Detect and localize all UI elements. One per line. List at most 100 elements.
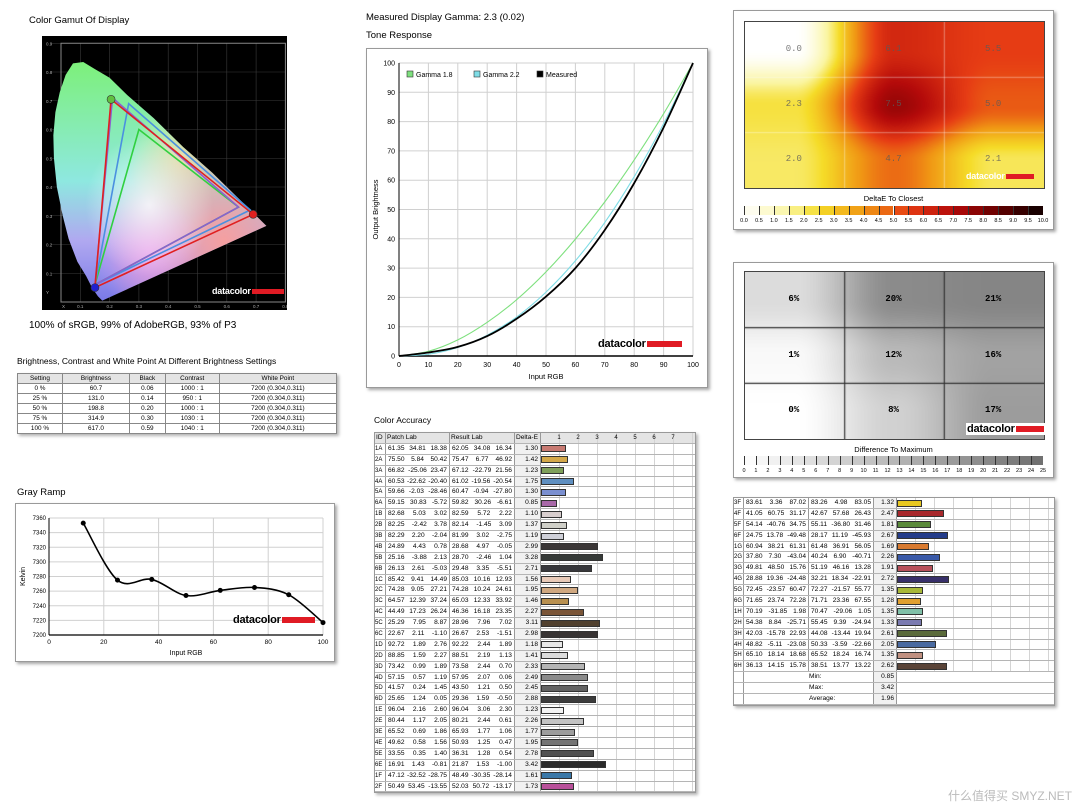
lab-value: 7.96: [477, 619, 491, 627]
lab-value: 88.85: [388, 651, 405, 659]
cell-value-label: 6%: [788, 293, 800, 304]
result-lab: 21.87 1.53 -1.00: [450, 759, 515, 770]
lab-value: 1.04: [499, 553, 512, 561]
colorbar-segment: [744, 456, 756, 465]
delta-e-bar: [897, 499, 923, 507]
lab-value: 50.72: [472, 782, 490, 790]
patch-lab: 36.13 14.15 15.78: [744, 661, 809, 672]
gamut-title: Color Gamut Of Display: [29, 15, 130, 26]
y-tick-label: 50: [387, 207, 395, 214]
result-lab: 85.03 10.16 12.93: [450, 574, 515, 585]
scale-tick-label: 4: [614, 435, 618, 441]
table-row: 3B 82.29 2.20 -2.04 81.99 3.02 -2.75 1.19: [375, 531, 695, 542]
y-axis-label: Y: [46, 290, 49, 295]
uniformity-heatmap: [744, 271, 1045, 440]
lab-value: 1.89: [499, 640, 512, 648]
lab-value: -40.76: [766, 520, 786, 528]
lab-value: 37.24: [430, 597, 447, 605]
lab-value: -0.81: [431, 760, 447, 768]
colorbar-segment: [758, 206, 774, 215]
lab-value: 7.95: [412, 619, 426, 627]
colorbar-segment: [1028, 206, 1043, 215]
delta-e-value: 1.18: [515, 639, 541, 650]
lab-value: -28.46: [428, 488, 447, 496]
result-lab: 28.68 4.97 -0.05: [450, 541, 515, 552]
empty-cell: [897, 672, 1054, 682]
table-row: 6C 22.67 2.11 -1.10 26.67 2.53 -1.51 2.98: [375, 629, 695, 640]
y-tick-label: 7260: [33, 589, 47, 595]
lab-value: -13.44: [831, 629, 851, 637]
lab-value: 6.90: [833, 553, 847, 561]
x-tick-label: 20: [100, 639, 108, 646]
delta-e-bar: [541, 565, 593, 573]
data-point: [320, 620, 326, 626]
lab-value: -2.46: [476, 553, 492, 561]
lab-value: 48.82: [746, 640, 763, 648]
colorbar-tick-label: 6: [814, 468, 818, 474]
delta-e-bar-cell: [541, 737, 695, 748]
lab-value: 2.27: [434, 651, 447, 659]
data-point: [149, 576, 155, 582]
patch-id: 1H: [734, 606, 744, 617]
empty-cell: [897, 683, 1054, 693]
patch-id: 2A: [375, 454, 386, 465]
deltae-colorbar: 0.0 0.5 1.0 1.5 2.0 2.5 3.0 3.5 4.0 4.5 5.0 5.5 6.0 6…: [740, 206, 1048, 226]
lab-value: 52.03: [452, 782, 469, 790]
delta-e-bar-cell: [541, 520, 695, 531]
lab-value: -22.66: [852, 640, 871, 648]
summary-row: Min: 0.85: [734, 672, 1054, 684]
lab-value: 1.17: [412, 717, 426, 725]
delta-e-bar-cell: [897, 596, 1054, 606]
x-tick-label: 30: [483, 362, 491, 369]
lab-value: 83.61: [746, 499, 763, 506]
table-row: 6F 24.75 13.78 -49.48 28.17 11.19 -45.93 2.67: [734, 530, 1054, 542]
result-lab: 55.45 9.39 -24.94: [809, 617, 874, 628]
lab-value: 49.81: [746, 564, 763, 572]
colorbar-tick-label: 25: [1039, 468, 1047, 474]
x-tick-label: 0.5: [194, 304, 201, 309]
delta-e-value: 1.30: [515, 443, 541, 454]
result-lab: 32.21 18.34 -22.91: [809, 574, 874, 585]
patch-lab: 47.12 -32.52 -28.75: [386, 770, 450, 781]
patch-lab: 26.13 2.61 -5.03: [386, 563, 450, 574]
delta-e-bar: [897, 597, 922, 605]
colorbar-segment: [983, 456, 996, 465]
colorbar-tick-label: 4.0: [859, 218, 868, 224]
delta-e-bar: [897, 553, 940, 561]
delta-e-value: 1.95: [515, 585, 541, 596]
lab-value: 1.89: [434, 662, 447, 670]
table-row: 6B 26.13 2.61 -5.03 29.48 3.35 -5.51 2.71: [375, 563, 695, 575]
delta-e-value: 1.35: [874, 606, 897, 617]
result-lab: 59.82 30.26 -6.61: [450, 498, 515, 509]
datacolor-logo: datacolor: [233, 614, 315, 626]
colorbar-tick-label: 4.5: [874, 218, 883, 224]
lab-value: -22.79: [472, 466, 492, 474]
x-axis-label: X: [62, 304, 65, 309]
colorbar-tick-label: 8.5: [994, 218, 1002, 224]
delta-e-value: 1.41: [515, 650, 541, 661]
delta-e-bar-cell: [541, 781, 695, 792]
y-tick-label: 30: [387, 266, 395, 273]
datacolor-logo: datacolor: [966, 423, 1045, 435]
lab-value: -28.75: [428, 771, 447, 779]
lab-value: 44.49: [388, 608, 405, 616]
table-cell: 1000 : 1: [164, 383, 220, 394]
lab-value: -23.57: [766, 586, 786, 594]
delta-e-bar-cell: [541, 629, 695, 639]
table-row: 5F 54.14 -40.76 34.75 55.11 -36.80 31.46 1.81: [734, 519, 1054, 531]
colorbar-segment: [863, 456, 876, 465]
lab-value: -43.04: [787, 553, 806, 561]
cell-value-label: 2.0: [785, 154, 802, 165]
lab-value: 61.31: [789, 542, 806, 550]
lab-value: 0.35: [412, 749, 426, 757]
lab-value: -15.78: [766, 629, 786, 637]
cell-value-label: 1%: [788, 349, 800, 360]
delta-e-value: 1.95: [515, 737, 541, 748]
lab-value: 36.13: [746, 662, 763, 670]
colorbar-segment: [887, 456, 900, 465]
colorbar-segment: [998, 206, 1014, 215]
kelvin-line: [82, 522, 324, 624]
lab-value: 2.19: [477, 651, 491, 659]
scale-tick-label: 7: [671, 435, 675, 441]
delta-e-bar: [541, 456, 568, 464]
